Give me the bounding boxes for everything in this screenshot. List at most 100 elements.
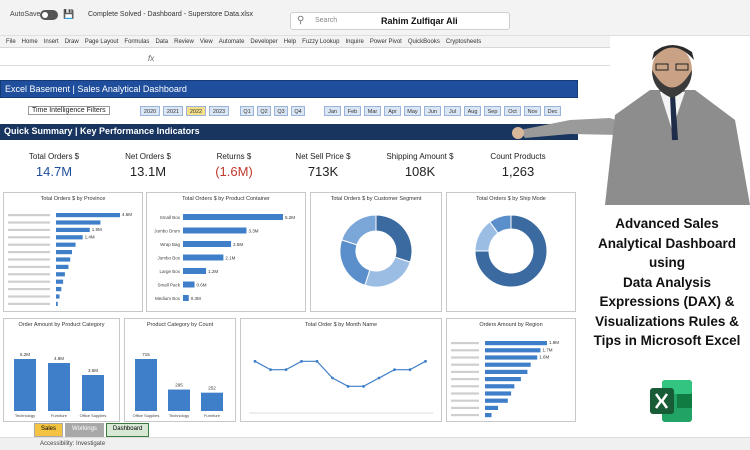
bar — [485, 398, 508, 403]
bar — [56, 242, 76, 247]
province-chart: 4.6M 1.9M 1.4M — [8, 212, 132, 306]
menu-review[interactable]: Review — [174, 39, 194, 45]
shipmode-chart — [474, 214, 548, 288]
search-icon: ⚲ — [297, 15, 305, 26]
kpi-net-sell-price: Net Sell Price $ 713K — [275, 152, 371, 179]
panel-title: Product Category by Count — [146, 322, 214, 328]
data-label: 1.4M — [85, 234, 95, 239]
filter-mar[interactable]: Mar — [364, 106, 381, 116]
panel-region[interactable]: Orders Amount by Region 1.9M 1.7M 1.6M — [446, 318, 576, 422]
panel-container[interactable]: Total Orders $ by Product Container Smal… — [146, 192, 306, 312]
data-point — [269, 368, 272, 372]
data-label: 5.2M — [20, 352, 30, 357]
menu-inquire[interactable]: Inquire — [345, 39, 364, 45]
bar — [485, 341, 547, 346]
excel-logo-icon — [650, 380, 692, 422]
menu-help[interactable]: Help — [283, 39, 297, 45]
filter-oct[interactable]: Oct — [504, 106, 521, 116]
menu-data[interactable]: Data — [155, 39, 169, 45]
tab-workings[interactable]: Workings — [65, 423, 104, 437]
kpi-label: Net Sell Price $ — [295, 152, 351, 161]
panel-month[interactable]: Total Order $ by Month Name — [240, 318, 442, 422]
filter-jun[interactable]: Jun — [424, 106, 441, 116]
bar — [82, 375, 104, 411]
filter-feb[interactable]: Feb — [344, 106, 361, 116]
promo-line: Tips in Microsoft Excel — [593, 333, 741, 348]
data-point — [362, 384, 365, 388]
menu-insert[interactable]: Insert — [43, 39, 59, 45]
menu-home[interactable]: Home — [21, 39, 38, 45]
panel-category[interactable]: Order Amount by Product Category 5.2M Tec… — [3, 318, 120, 422]
data-point — [393, 368, 396, 372]
panel-segment[interactable]: Total Orders $ by Customer Segment — [310, 192, 442, 312]
filter-q1[interactable]: Q1 — [240, 106, 254, 116]
bar — [485, 348, 541, 353]
time-filter-label: Time Intelligence Filters — [28, 106, 110, 115]
data-label: 4.8M — [54, 356, 64, 361]
filter-jan[interactable]: Jan — [324, 106, 341, 116]
count-chart: 715 Office Supplies 295 Technology 252 Furnit… — [133, 352, 223, 418]
autosave-toggle[interactable] — [40, 10, 58, 20]
filter-year-2020[interactable]: 2020 — [140, 106, 160, 116]
category-label-placeholder — [8, 295, 50, 298]
panel-shipmode[interactable]: Total Orders $ by Ship Mode — [446, 192, 576, 312]
menu-power-pivot[interactable]: Power Pivot — [369, 39, 402, 45]
menu-draw[interactable]: Draw — [64, 39, 79, 45]
filter-year-2022[interactable]: 2022 — [186, 106, 206, 116]
ribbon-menu: File Home Insert Draw Page Layout Formul… — [0, 36, 610, 48]
kpi-value: 14.7M — [35, 164, 73, 179]
menu-view[interactable]: View — [199, 39, 213, 45]
segment-chart — [339, 214, 413, 288]
data-label: 1.9M — [549, 340, 559, 345]
menu-file[interactable]: File — [6, 39, 16, 45]
category-label: Office Supplies — [133, 413, 160, 418]
category-label-placeholder — [451, 349, 479, 352]
bar — [56, 272, 65, 277]
menu-developer[interactable]: Developer — [250, 39, 278, 45]
save-icon[interactable]: 💾 — [63, 9, 75, 19]
kpi-count-products: Count Products 1,263 — [470, 152, 566, 179]
filter-dec[interactable]: Dec — [544, 106, 561, 116]
menu-automate[interactable]: Automate — [218, 39, 245, 45]
user-name[interactable]: Rahim Zulfiqar Ali — [381, 16, 458, 26]
bar — [56, 301, 58, 306]
category-label-placeholder — [8, 251, 50, 254]
donut-slice — [375, 214, 413, 263]
kpi-total-orders: Total Orders $ 14.7M — [6, 152, 102, 179]
panel-title: Total Order $ by Month Name — [304, 322, 378, 328]
menu-page-layout[interactable]: Page Layout — [84, 39, 119, 45]
data-label: 2.1M — [225, 256, 235, 261]
panel-province[interactable]: Total Orders $ by Province 4.6M 1.9M 1.4M — [3, 192, 143, 312]
filter-may[interactable]: May — [404, 106, 421, 116]
promo-line: Analytical Dashboard — [597, 235, 737, 251]
bar — [183, 295, 189, 301]
filter-sep[interactable]: Sep — [484, 106, 501, 116]
menu-cryptosheets[interactable]: Cryptosheets — [445, 39, 482, 45]
panel-title: Orders Amount by Region — [479, 322, 543, 328]
filter-q3[interactable]: Q3 — [274, 106, 288, 116]
menu-fuzzy-lookup[interactable]: Fuzzy Lookup — [302, 39, 340, 45]
menu-formulas[interactable]: Formulas — [124, 39, 150, 45]
filter-aug[interactable]: Aug — [464, 106, 481, 116]
menu-quickbooks[interactable]: QuickBooks — [407, 39, 440, 45]
filter-jul[interactable]: Jul — [444, 106, 461, 116]
tab-sales[interactable]: Sales — [34, 423, 64, 437]
formula-bar[interactable]: fx — [0, 52, 610, 66]
promo-line: Advanced Sales — [615, 216, 719, 231]
filter-apr[interactable]: Apr — [384, 106, 401, 116]
search-box[interactable]: ⚲ Search Rahim Zulfiqar Ali — [290, 12, 510, 30]
panel-count[interactable]: Product Category by Count 715 Office Supp… — [124, 318, 236, 422]
filter-q4[interactable]: Q4 — [291, 106, 305, 116]
filter-year-2023[interactable]: 2023 — [209, 106, 229, 116]
filter-year-2021[interactable]: 2021 — [163, 106, 183, 116]
donut-slice — [341, 214, 377, 246]
bar — [183, 214, 283, 220]
category-label: Jumbo Box — [157, 256, 180, 261]
filter-nov[interactable]: Nov — [524, 106, 541, 116]
category-label-placeholder — [451, 378, 479, 381]
data-point — [315, 359, 319, 363]
tab-dashboard[interactable]: Dashboard — [105, 423, 150, 437]
category-label-placeholder — [8, 273, 50, 276]
category-label-placeholder — [8, 236, 50, 239]
filter-q2[interactable]: Q2 — [257, 106, 271, 116]
